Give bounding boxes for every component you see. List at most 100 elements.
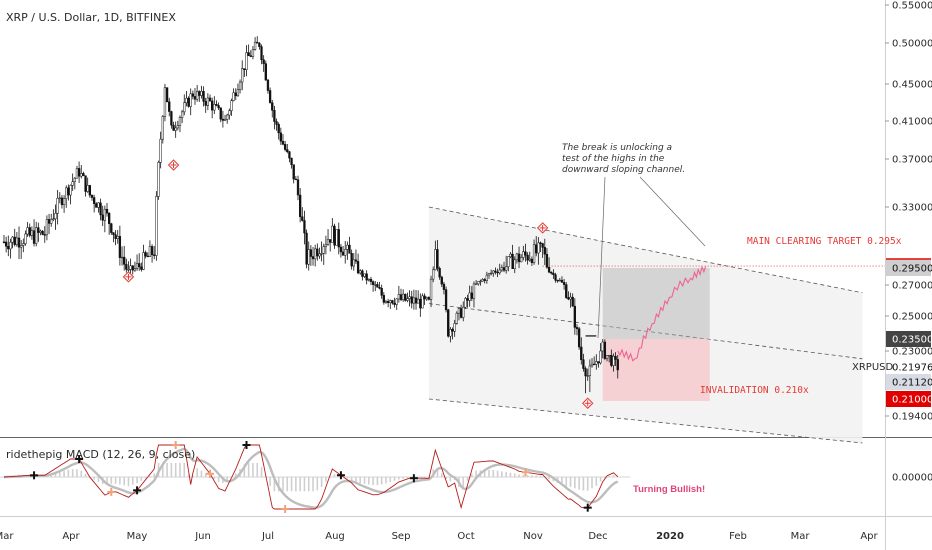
candle[interactable] bbox=[103, 205, 107, 233]
candle[interactable] bbox=[530, 256, 534, 266]
candle[interactable] bbox=[200, 85, 203, 99]
candle[interactable] bbox=[271, 99, 274, 118]
candle[interactable] bbox=[535, 236, 538, 257]
price-tag[interactable]: 0.21120 bbox=[886, 374, 932, 390]
candle[interactable] bbox=[569, 292, 572, 308]
candle[interactable] bbox=[193, 88, 197, 105]
candle[interactable] bbox=[374, 281, 377, 292]
candle[interactable] bbox=[266, 78, 270, 94]
candle[interactable] bbox=[277, 122, 280, 140]
candle[interactable] bbox=[481, 278, 484, 282]
candle[interactable] bbox=[50, 213, 53, 227]
candle[interactable] bbox=[593, 356, 596, 366]
candle[interactable] bbox=[560, 276, 564, 283]
candle[interactable] bbox=[455, 311, 458, 325]
candle[interactable] bbox=[56, 189, 59, 225]
candle[interactable] bbox=[498, 263, 501, 275]
candle[interactable] bbox=[15, 232, 19, 247]
candle[interactable] bbox=[496, 268, 499, 277]
candle[interactable] bbox=[614, 352, 617, 367]
candle[interactable] bbox=[414, 289, 418, 310]
candle[interactable] bbox=[539, 241, 542, 253]
candle[interactable] bbox=[155, 191, 158, 261]
candle[interactable] bbox=[112, 232, 115, 243]
candle[interactable] bbox=[524, 243, 527, 262]
candle[interactable] bbox=[195, 85, 199, 102]
candle[interactable] bbox=[153, 245, 156, 260]
candle[interactable] bbox=[429, 275, 433, 308]
candle[interactable] bbox=[406, 292, 409, 303]
candle[interactable] bbox=[605, 355, 609, 362]
macd-signal-line[interactable] bbox=[4, 447, 619, 509]
candle[interactable] bbox=[238, 79, 242, 94]
candle[interactable] bbox=[249, 50, 252, 58]
price-tag[interactable]: 0.29500 bbox=[886, 260, 932, 276]
candle[interactable] bbox=[554, 272, 557, 283]
candle[interactable] bbox=[423, 293, 426, 305]
price-tag[interactable]: 0.23500 bbox=[886, 331, 932, 347]
candle[interactable] bbox=[324, 235, 328, 255]
candle[interactable] bbox=[157, 160, 160, 200]
candle[interactable] bbox=[241, 60, 244, 91]
candle[interactable] bbox=[80, 165, 83, 179]
candle[interactable] bbox=[127, 261, 130, 272]
candle[interactable] bbox=[86, 177, 89, 193]
invalidation-zone[interactable] bbox=[602, 339, 710, 401]
target-zone[interactable] bbox=[602, 268, 710, 339]
candle[interactable] bbox=[517, 246, 521, 269]
candle[interactable] bbox=[204, 97, 207, 113]
candle[interactable] bbox=[168, 97, 171, 117]
candle[interactable] bbox=[520, 254, 523, 263]
candle[interactable] bbox=[105, 202, 109, 217]
candle[interactable] bbox=[438, 266, 441, 280]
candle[interactable] bbox=[108, 212, 111, 235]
candle[interactable] bbox=[464, 296, 467, 309]
candle[interactable] bbox=[292, 164, 295, 184]
candle[interactable] bbox=[84, 175, 87, 197]
price-axis[interactable]: 0.55000 0.50000 0.45000 0.41000 0.37000 0.330… bbox=[885, 1, 932, 484]
candle[interactable] bbox=[318, 247, 321, 259]
candle[interactable] bbox=[417, 290, 420, 304]
candle[interactable] bbox=[339, 243, 343, 258]
projection-path[interactable] bbox=[617, 265, 707, 362]
candle[interactable] bbox=[148, 240, 152, 258]
candle[interactable] bbox=[75, 165, 79, 179]
candle[interactable] bbox=[215, 100, 218, 107]
candle[interactable] bbox=[545, 248, 549, 269]
candle[interactable] bbox=[391, 299, 394, 305]
candle[interactable] bbox=[397, 285, 401, 303]
candle[interactable] bbox=[183, 94, 186, 116]
candle[interactable] bbox=[386, 298, 390, 308]
candle[interactable] bbox=[256, 36, 259, 44]
channel-mid-line[interactable] bbox=[428, 303, 863, 360]
candle[interactable] bbox=[4, 236, 8, 253]
candle[interactable] bbox=[408, 290, 411, 307]
candle[interactable] bbox=[565, 282, 568, 299]
candle[interactable] bbox=[26, 222, 29, 237]
candle[interactable] bbox=[575, 324, 579, 336]
candle[interactable] bbox=[314, 244, 317, 267]
candle[interactable] bbox=[150, 244, 154, 263]
candle[interactable] bbox=[341, 245, 345, 256]
candle[interactable] bbox=[185, 91, 188, 107]
pivot-marker[interactable] bbox=[122, 271, 135, 283]
candle[interactable] bbox=[275, 118, 278, 131]
candle[interactable] bbox=[470, 286, 473, 302]
candle[interactable] bbox=[335, 229, 338, 246]
candle[interactable] bbox=[131, 264, 134, 275]
candle[interactable] bbox=[273, 105, 276, 130]
candle[interactable] bbox=[303, 210, 306, 245]
candle[interactable] bbox=[350, 249, 353, 270]
candle[interactable] bbox=[378, 281, 381, 290]
candle[interactable] bbox=[485, 271, 489, 284]
candle[interactable] bbox=[161, 115, 164, 144]
candle[interactable] bbox=[333, 223, 336, 249]
candle[interactable] bbox=[97, 202, 100, 213]
candle[interactable] bbox=[421, 293, 424, 309]
candle[interactable] bbox=[322, 243, 325, 265]
candle[interactable] bbox=[2, 235, 6, 244]
candle[interactable] bbox=[251, 46, 255, 60]
candle[interactable] bbox=[165, 87, 169, 103]
candle[interactable] bbox=[562, 278, 566, 290]
candle[interactable] bbox=[404, 293, 407, 302]
